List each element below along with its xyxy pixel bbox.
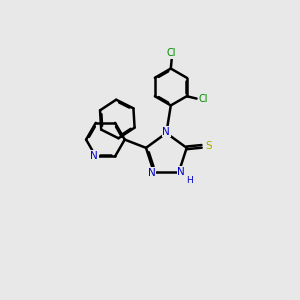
Text: N: N (163, 127, 170, 136)
Text: Cl: Cl (167, 48, 176, 58)
Text: N: N (177, 167, 185, 177)
Text: S: S (206, 141, 212, 152)
Text: H: H (186, 176, 193, 184)
Text: N: N (148, 168, 155, 178)
Text: Cl: Cl (198, 94, 208, 103)
Text: N: N (90, 151, 98, 161)
